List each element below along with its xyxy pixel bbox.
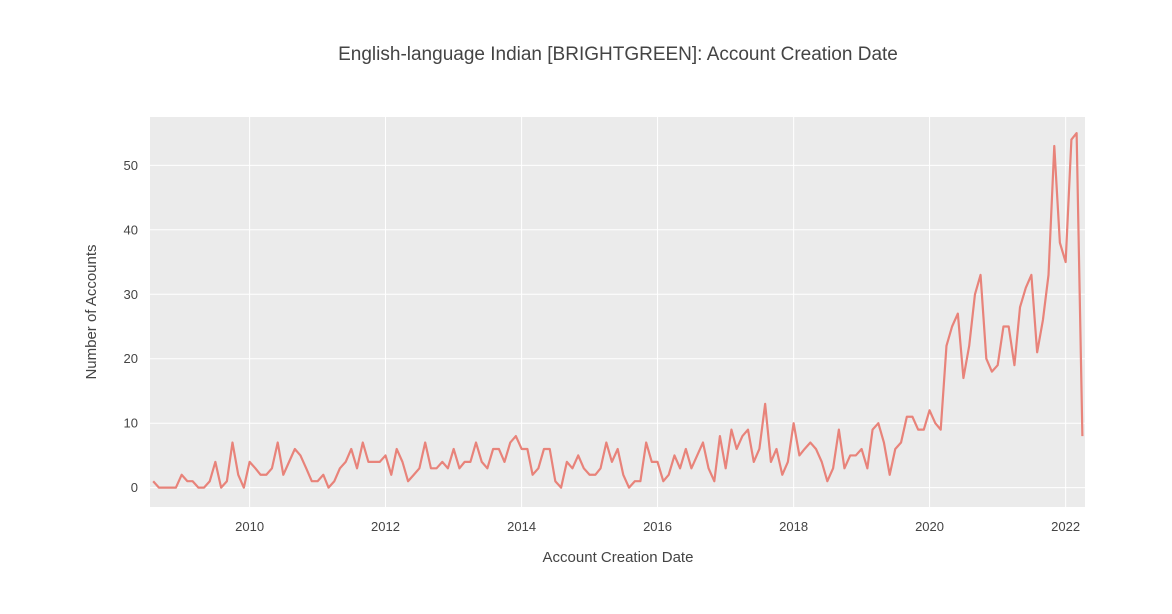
y-axis-ticks: 0 10 20 30 40 50 [124,158,138,495]
chart-title: English-language Indian [BRIGHTGREEN]: A… [338,44,898,65]
x-tick-label: 2018 [779,519,808,534]
series-line [152,132,1084,489]
x-tick-label: 2010 [235,519,264,534]
y-tick-label: 10 [124,416,138,431]
y-tick-label: 20 [124,351,138,366]
series-layer [152,132,1084,489]
y-tick-label: 40 [124,222,138,237]
x-tick-label: 2016 [643,519,672,534]
x-tick-label: 2012 [371,519,400,534]
y-tick-label: 50 [124,158,138,173]
x-axis-ticks: 2010 2012 2014 2016 2018 2020 2022 [235,519,1080,534]
y-axis-title: Number of Accounts [83,244,100,379]
x-tick-label: 2022 [1051,519,1080,534]
x-tick-label: 2014 [507,519,536,534]
grid-lines [150,117,1085,507]
y-tick-label: 30 [124,287,138,302]
x-axis-title: Account Creation Date [543,549,694,566]
y-tick-label: 0 [131,480,138,495]
x-tick-label: 2020 [915,519,944,534]
